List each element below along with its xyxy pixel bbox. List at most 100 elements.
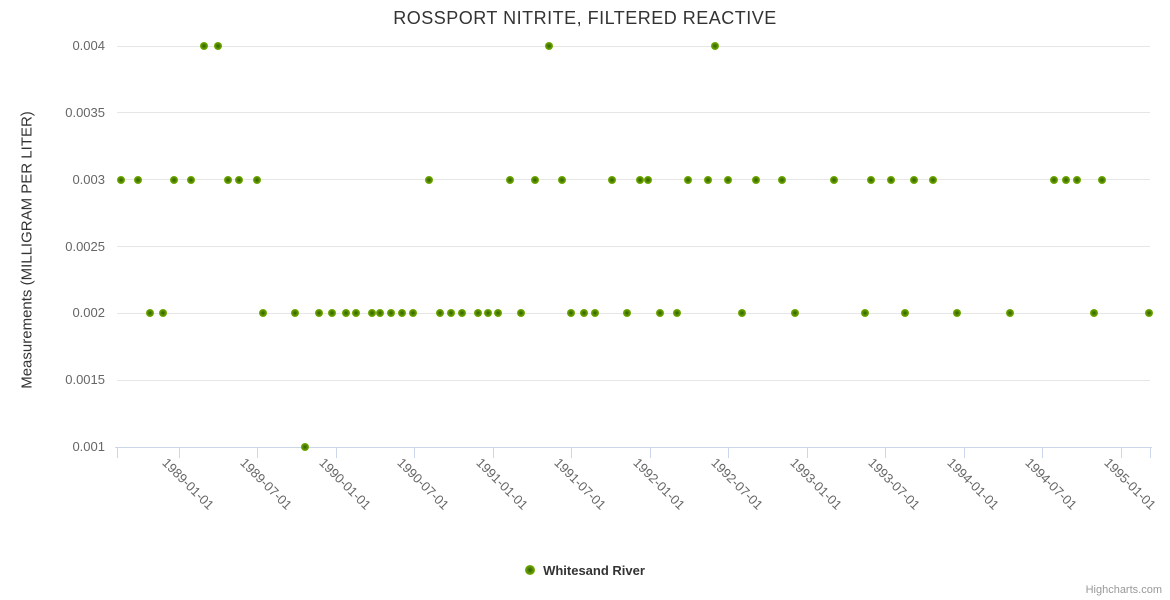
data-point[interactable] — [446, 309, 455, 318]
data-point[interactable] — [1072, 175, 1081, 184]
legend-item-label: Whitesand River — [543, 562, 645, 578]
x-axis-tick — [885, 448, 887, 458]
data-point[interactable] — [235, 175, 244, 184]
data-point[interactable] — [457, 309, 466, 318]
x-axis-tick-label: 1992-01-01 — [630, 455, 688, 513]
data-point[interactable] — [328, 309, 337, 318]
x-axis-tick-label: 1992-07-01 — [708, 455, 767, 513]
y-gridline — [117, 112, 1150, 114]
data-point[interactable] — [591, 309, 600, 318]
data-point[interactable] — [655, 309, 664, 318]
highcharts-credits-link[interactable]: Highcharts.com — [1085, 584, 1162, 596]
data-point[interactable] — [623, 309, 632, 318]
data-point[interactable] — [116, 175, 125, 184]
data-point[interactable] — [352, 309, 361, 318]
data-point[interactable] — [683, 175, 692, 184]
data-point[interactable] — [398, 309, 407, 318]
data-point[interactable] — [829, 175, 838, 184]
data-point[interactable] — [672, 309, 681, 318]
x-axis-end-tick — [1150, 448, 1151, 458]
data-point[interactable] — [887, 175, 896, 184]
data-point[interactable] — [777, 175, 786, 184]
data-point[interactable] — [387, 309, 396, 318]
data-point[interactable] — [566, 309, 575, 318]
data-point[interactable] — [134, 175, 143, 184]
x-axis-tick-label: 1990-07-01 — [394, 455, 452, 513]
data-point[interactable] — [424, 175, 433, 184]
y-gridline — [117, 312, 1150, 314]
x-axis-tick — [335, 448, 337, 458]
legend: Whitesand River — [0, 562, 1170, 580]
data-point[interactable] — [909, 175, 918, 184]
data-point[interactable] — [636, 175, 645, 184]
data-point[interactable] — [711, 42, 720, 50]
x-axis-tick — [728, 448, 730, 458]
data-point[interactable] — [1050, 175, 1059, 184]
data-point[interactable] — [752, 175, 761, 184]
y-axis-tick-label: 0.0025 — [65, 238, 105, 254]
data-point[interactable] — [223, 175, 232, 184]
data-point[interactable] — [376, 309, 385, 318]
data-point[interactable] — [483, 309, 492, 318]
data-point[interactable] — [1145, 309, 1154, 318]
data-point[interactable] — [531, 175, 540, 184]
data-point[interactable] — [169, 175, 178, 184]
chart-title: ROSSPORT NITRITE, FILTERED REACTIVE — [393, 8, 777, 28]
data-point[interactable] — [341, 309, 350, 318]
data-point[interactable] — [1006, 309, 1015, 318]
data-point[interactable] — [213, 42, 222, 50]
data-point[interactable] — [368, 309, 377, 318]
data-point[interactable] — [516, 309, 525, 318]
data-point[interactable] — [494, 309, 503, 318]
y-axis-tick-label: 0.003 — [72, 171, 105, 187]
data-point[interactable] — [252, 175, 261, 184]
x-axis-tick — [807, 448, 809, 458]
x-axis-tick — [178, 448, 180, 458]
data-point[interactable] — [557, 175, 566, 184]
data-point[interactable] — [790, 309, 799, 318]
data-point[interactable] — [1062, 175, 1071, 184]
data-point[interactable] — [866, 175, 875, 184]
data-point[interactable] — [737, 309, 746, 318]
data-point[interactable] — [435, 309, 444, 318]
x-axis-tick-label: 1990-01-01 — [316, 455, 374, 513]
data-point[interactable] — [473, 309, 482, 318]
data-point[interactable] — [545, 42, 554, 50]
x-axis-tick — [256, 448, 258, 458]
x-axis-tick — [570, 448, 572, 458]
data-point[interactable] — [644, 175, 653, 184]
data-point[interactable] — [953, 309, 962, 318]
data-point[interactable] — [200, 42, 209, 50]
data-point[interactable] — [186, 175, 195, 184]
x-axis-tick — [964, 448, 966, 458]
data-point[interactable] — [607, 175, 616, 184]
data-point[interactable] — [1098, 175, 1107, 184]
data-point[interactable] — [1090, 309, 1099, 318]
data-point[interactable] — [146, 309, 155, 318]
data-point[interactable] — [505, 175, 514, 184]
x-axis-tick-label: 1995-01-01 — [1101, 455, 1160, 513]
x-axis-tick — [492, 448, 494, 458]
data-point[interactable] — [159, 309, 168, 318]
data-point[interactable] — [928, 175, 937, 184]
y-gridline — [117, 379, 1150, 381]
data-point[interactable] — [258, 309, 267, 318]
data-point[interactable] — [703, 175, 712, 184]
data-point[interactable] — [861, 309, 870, 318]
x-axis-tick-label: 1994-07-01 — [1022, 455, 1081, 513]
x-axis-line — [115, 447, 1152, 448]
data-point[interactable] — [301, 443, 310, 451]
data-point[interactable] — [408, 309, 417, 318]
y-axis-tick-label: 0.0035 — [65, 104, 105, 120]
data-point[interactable] — [290, 309, 299, 318]
legend-item-whitesand-river[interactable]: Whitesand River — [525, 563, 645, 578]
data-point[interactable] — [900, 309, 909, 318]
x-axis-tick-label: 1993-01-01 — [787, 455, 846, 513]
data-point[interactable] — [314, 309, 323, 318]
data-point[interactable] — [724, 175, 733, 184]
data-point[interactable] — [580, 309, 589, 318]
y-gridline — [117, 246, 1150, 247]
y-axis-tick-label: 0.001 — [72, 439, 105, 454]
x-axis-tick — [413, 448, 415, 458]
